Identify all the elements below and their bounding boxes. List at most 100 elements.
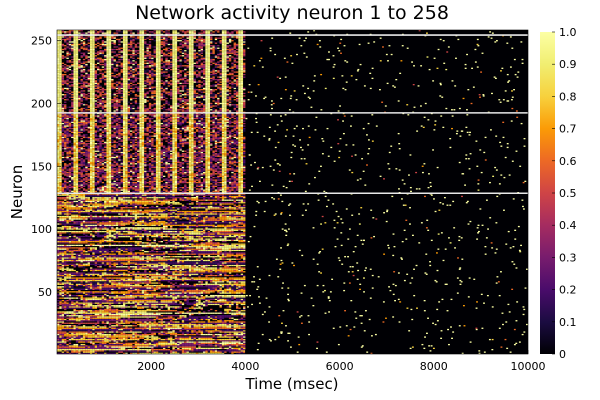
heatmap-cell: [90, 329, 92, 330]
heatmap-cell: [172, 294, 174, 295]
heatmap-cell: [231, 265, 233, 266]
heatmap-cell: [66, 334, 68, 335]
heatmap-cell: [64, 259, 66, 260]
heatmap-cell: [69, 349, 71, 350]
heatmap-cell: [217, 267, 219, 268]
heatmap-cell: [179, 294, 181, 295]
heatmap-cell: [114, 326, 116, 327]
heatmap-cell: [146, 277, 148, 278]
heatmap-cell: [168, 281, 170, 282]
heatmap-cell: [69, 323, 71, 324]
heatmap-cell: [73, 319, 75, 320]
heatmap-cell: [229, 328, 231, 329]
heatmap-cell: [97, 313, 99, 314]
heatmap-cell: [236, 296, 238, 297]
heatmap-cell: [114, 260, 116, 261]
heatmap-cell: [125, 303, 127, 304]
heatmap-cell: [205, 321, 207, 322]
heatmap-cell: [236, 304, 238, 305]
heatmap-cell: [175, 319, 177, 320]
heatmap-cell: [111, 311, 113, 312]
heatmap-cell: [78, 333, 80, 334]
heatmap-cell: [238, 295, 240, 296]
heatmap-cell: [158, 275, 160, 276]
heatmap-cell: [236, 301, 238, 302]
heatmap-cell: [66, 277, 68, 278]
heatmap-cell: [137, 284, 139, 285]
heatmap-cell: [231, 280, 233, 281]
heatmap-cell: [184, 266, 186, 267]
heatmap-cell: [121, 265, 123, 266]
heatmap-cell: [83, 301, 85, 302]
heatmap-cell: [78, 282, 80, 283]
heatmap-cell: [128, 277, 130, 278]
heatmap-cell: [59, 313, 61, 314]
heatmap-cell: [227, 339, 229, 340]
heatmap-cell: [62, 339, 64, 340]
heatmap-cell: [104, 277, 106, 278]
heatmap-cell: [224, 334, 226, 335]
heatmap-cell: [205, 350, 207, 351]
heatmap-cell: [191, 334, 193, 335]
heatmap-cell: [165, 313, 167, 314]
heatmap-cell: [92, 315, 94, 316]
heatmap-cell: [114, 301, 116, 302]
heatmap-cell: [151, 282, 153, 283]
heatmap-cell: [139, 316, 141, 317]
heatmap-cell: [149, 295, 151, 296]
heatmap-cell: [215, 303, 217, 304]
heatmap-cell: [137, 301, 139, 302]
heatmap-cell: [83, 340, 85, 341]
heatmap-cell: [69, 305, 71, 306]
heatmap-cell: [179, 323, 181, 324]
heatmap-cell: [121, 301, 123, 302]
heatmap-cell: [95, 306, 97, 307]
heatmap-cell: [121, 331, 123, 332]
heatmap-cell: [102, 270, 104, 271]
heatmap-cell: [66, 260, 68, 261]
heatmap-cell: [144, 316, 146, 317]
heatmap-cell: [73, 329, 75, 330]
heatmap-cell: [236, 303, 238, 304]
heatmap-cell: [217, 301, 219, 302]
heatmap-cell: [62, 289, 64, 290]
heatmap-cell: [212, 329, 214, 330]
heatmap-cell: [219, 311, 221, 312]
heatmap-cell: [83, 274, 85, 275]
heatmap-cell: [99, 301, 101, 302]
heatmap-cell: [78, 350, 80, 351]
heatmap-cell: [170, 339, 172, 340]
heatmap-cell: [142, 346, 144, 347]
heatmap-cell: [161, 344, 163, 345]
heatmap-cell: [194, 270, 196, 271]
heatmap-cell: [62, 257, 64, 258]
heatmap-cell: [238, 349, 240, 350]
heatmap-cell: [224, 280, 226, 281]
heatmap-cell: [83, 331, 85, 332]
heatmap-cell: [182, 265, 184, 266]
heatmap-cell: [99, 319, 101, 320]
heatmap-cell: [149, 306, 151, 307]
heatmap-cell: [217, 297, 219, 298]
heatmap-cell: [168, 340, 170, 341]
heatmap-cell: [184, 344, 186, 345]
heatmap-cell: [229, 269, 231, 270]
heatmap-cell: [241, 271, 243, 272]
heatmap-cell: [102, 326, 104, 327]
heatmap-cell: [144, 269, 146, 270]
heatmap-cell: [224, 336, 226, 337]
heatmap-cell: [146, 325, 148, 326]
heatmap-cell: [217, 304, 219, 305]
heatmap-cell: [78, 303, 80, 304]
heatmap-cell: [198, 285, 200, 286]
heatmap-cell: [130, 310, 132, 311]
heatmap-cell: [243, 339, 245, 340]
heatmap-cell: [99, 269, 101, 270]
heatmap-cell: [205, 276, 207, 277]
heatmap-cell: [161, 331, 163, 332]
heatmap-cell: [64, 306, 66, 307]
heatmap-cell: [81, 300, 83, 301]
heatmap-cell: [92, 280, 94, 281]
heatmap-cell: [156, 300, 158, 301]
heatmap-cell: [118, 324, 120, 325]
